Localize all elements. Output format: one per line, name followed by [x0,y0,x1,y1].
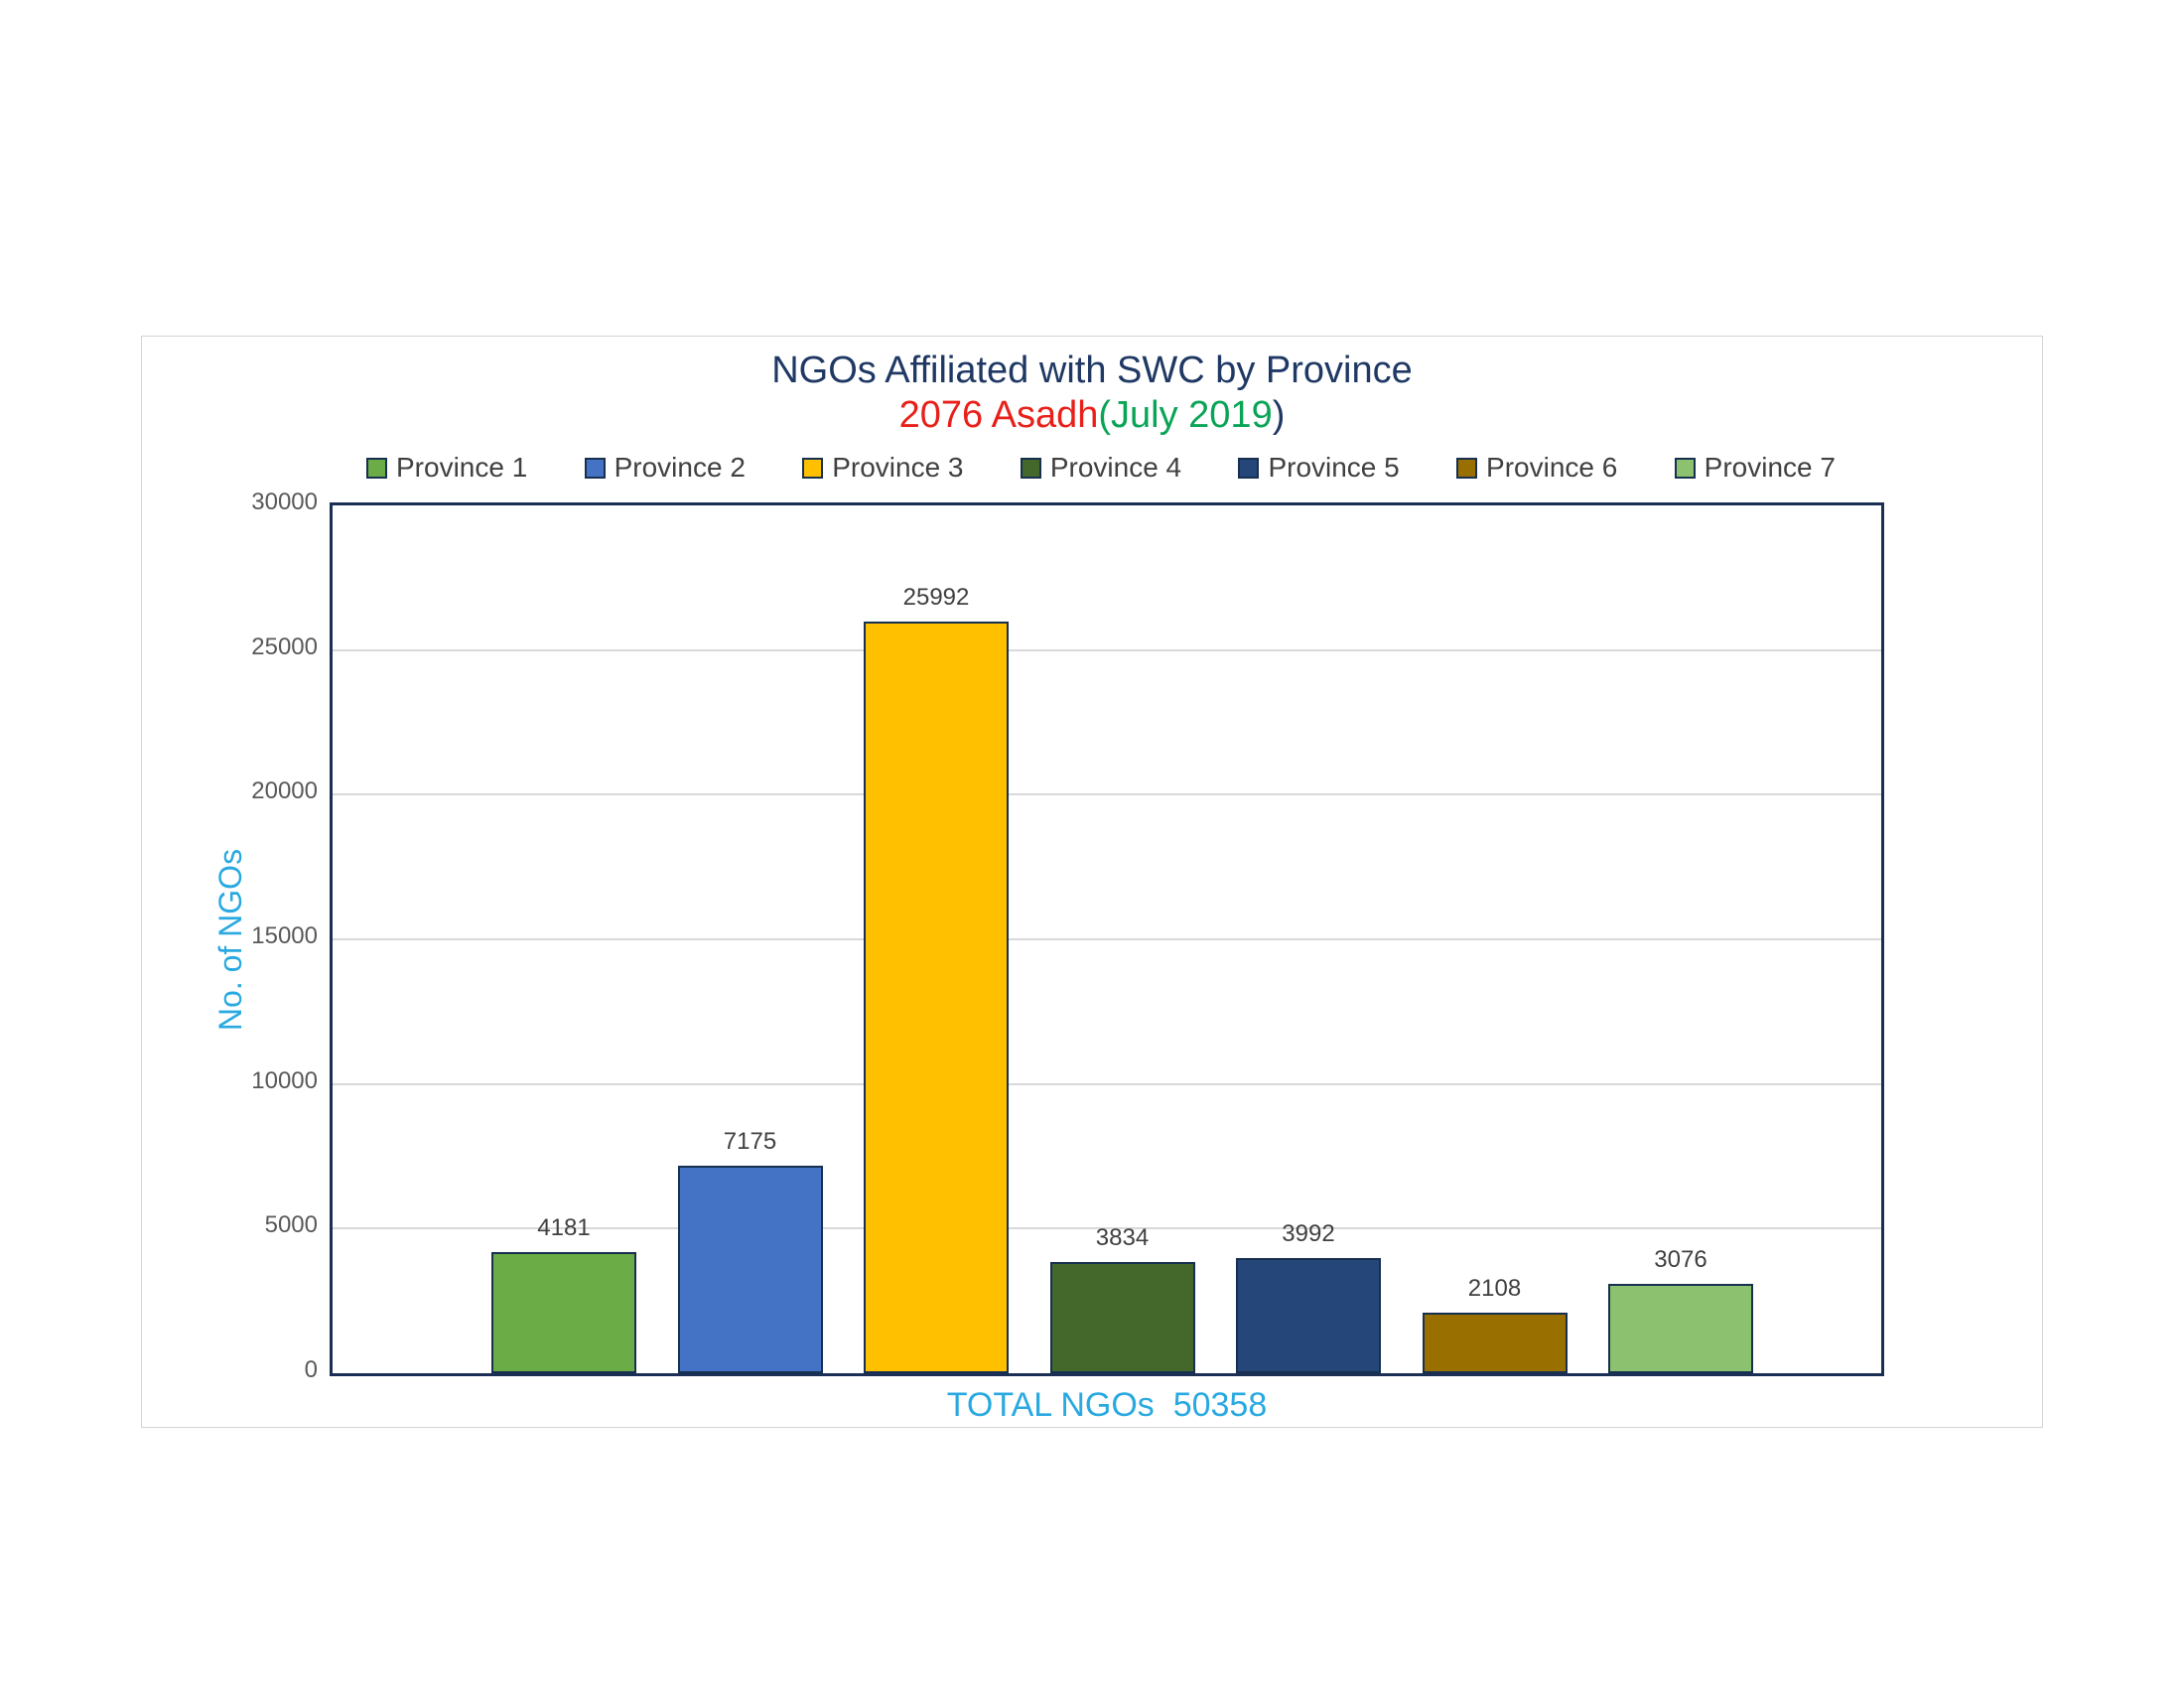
y-axis-tick-label-15000: 15000 [251,922,318,949]
bar-province-4 [1049,1262,1195,1373]
legend-marker-icon [1674,457,1696,479]
bar-value-label-province-5: 3992 [1282,1219,1335,1247]
chart-title: NGOs Affiliated with SWC by Province [771,350,1413,391]
y-axis-tick-label-5000: 5000 [264,1211,318,1239]
legend-item-province-7: Province 7 [1674,452,1836,484]
subtitle-english-date: (July 2019 [1098,394,1273,436]
legend-marker-icon [366,457,387,479]
y-axis-tick-label-20000: 20000 [251,777,318,805]
subtitle-closing-paren: ) [1272,394,1286,436]
subtitle-nepali-date: 2076 Asadh [898,394,1099,436]
legend-item-province-4: Province 4 [1020,452,1182,484]
legend-label: Province 4 [1049,452,1182,483]
bar-province-7 [1608,1284,1753,1373]
gridline-10000 [333,1082,1881,1085]
bar-province-2 [677,1165,823,1373]
legend-label: Province 6 [1486,452,1618,483]
legend-item-province-6: Province 6 [1456,452,1617,484]
chart-frame: NGOs Affiliated with SWC by Province 207… [141,336,2043,1428]
gridline-25000 [333,648,1881,651]
plot-area: 4181 7175 25992 3834 3992 2108 3076 [330,502,1884,1376]
legend-marker-icon [1456,457,1478,479]
y-axis-tick-label-30000: 30000 [251,489,318,515]
bar-province-6 [1422,1312,1568,1373]
bar-province-3 [864,621,1009,1373]
chart-subtitle: 2076 Asadh(July 2019) [142,392,2042,438]
legend-label: Province 1 [396,452,528,483]
legend-label: Province 5 [1268,452,1400,483]
legend-label: Province 2 [614,452,746,483]
bar-value-label-province-3: 25992 [902,583,970,611]
y-axis-tick-label-25000: 25000 [251,633,318,660]
x-axis-total-label: TOTAL NGOs 50358 [946,1386,1268,1424]
legend: Province 1 Province 2 Province 3 Province 4… [366,448,1836,488]
legend-label: Province 3 [832,452,964,483]
y-axis-tick-label-0: 0 [304,1356,318,1383]
bar-province-5 [1236,1257,1381,1373]
bar-value-label-province-7: 3076 [1654,1246,1707,1274]
bar-value-label-province-4: 3834 [1095,1224,1150,1252]
bar-value-label-province-2: 7175 [723,1127,777,1155]
gridline-20000 [333,793,1881,796]
bar-province-1 [491,1252,636,1373]
bar-value-label-province-6: 2108 [1467,1274,1522,1302]
legend-marker-icon [802,457,824,479]
legend-item-province-3: Province 3 [802,452,964,484]
legend-item-province-2: Province 2 [584,452,746,484]
legend-marker-icon [1238,457,1260,479]
gridline-5000 [333,1227,1881,1230]
legend-label: Province 7 [1704,452,1836,483]
gridline-15000 [333,938,1881,940]
bar-value-label-province-1: 4181 [537,1214,591,1242]
legend-marker-icon [584,457,606,479]
legend-item-province-1: Province 1 [366,452,527,484]
legend-item-province-5: Province 5 [1238,452,1400,484]
y-axis-tick-label-10000: 10000 [251,1066,318,1094]
legend-marker-icon [1020,457,1041,479]
